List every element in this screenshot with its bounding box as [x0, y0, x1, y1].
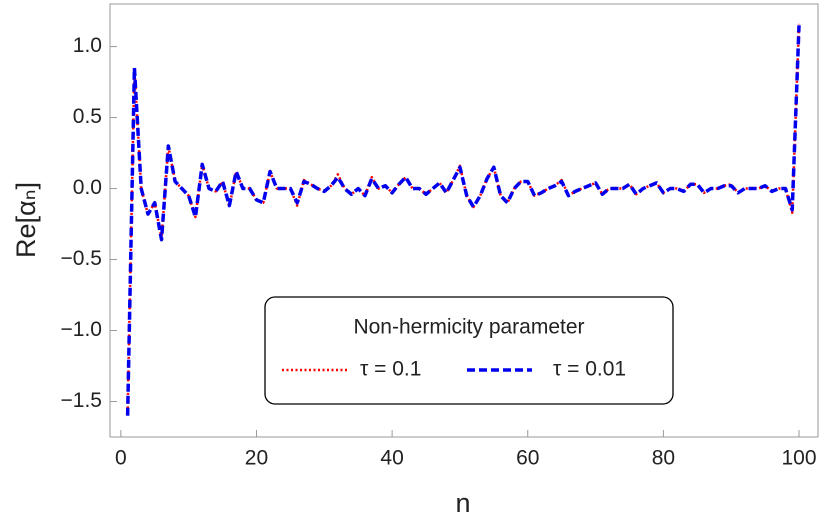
legend-box — [264, 296, 674, 405]
legend-title: Non-hermicity parameter — [353, 316, 584, 339]
plot-frame — [109, 3, 819, 438]
y-tick-label: 0.0 — [73, 176, 102, 199]
series-line — [125, 25, 801, 416]
y-axis-label: Re[αₙ] — [11, 182, 41, 258]
x-tick-label: 0 — [115, 447, 127, 470]
x-tick-label: 40 — [380, 447, 403, 470]
legend-label: τ = 0.01 — [553, 358, 626, 381]
x-tick-label: 100 — [781, 447, 816, 470]
x-tick-label: 80 — [652, 447, 675, 470]
y-tick-label: −0.5 — [61, 247, 102, 270]
y-tick-label: −1.5 — [61, 389, 102, 412]
x-tick-label: 20 — [245, 447, 268, 470]
x-axis-label: n — [455, 488, 470, 518]
y-tick-label: 0.5 — [73, 105, 102, 128]
x-tick-label: 60 — [516, 447, 539, 470]
y-tick-label: 1.0 — [73, 34, 102, 57]
y-tick-label: −1.0 — [61, 318, 102, 341]
series-line — [126, 23, 801, 413]
legend-label: τ = 0.1 — [360, 358, 421, 381]
